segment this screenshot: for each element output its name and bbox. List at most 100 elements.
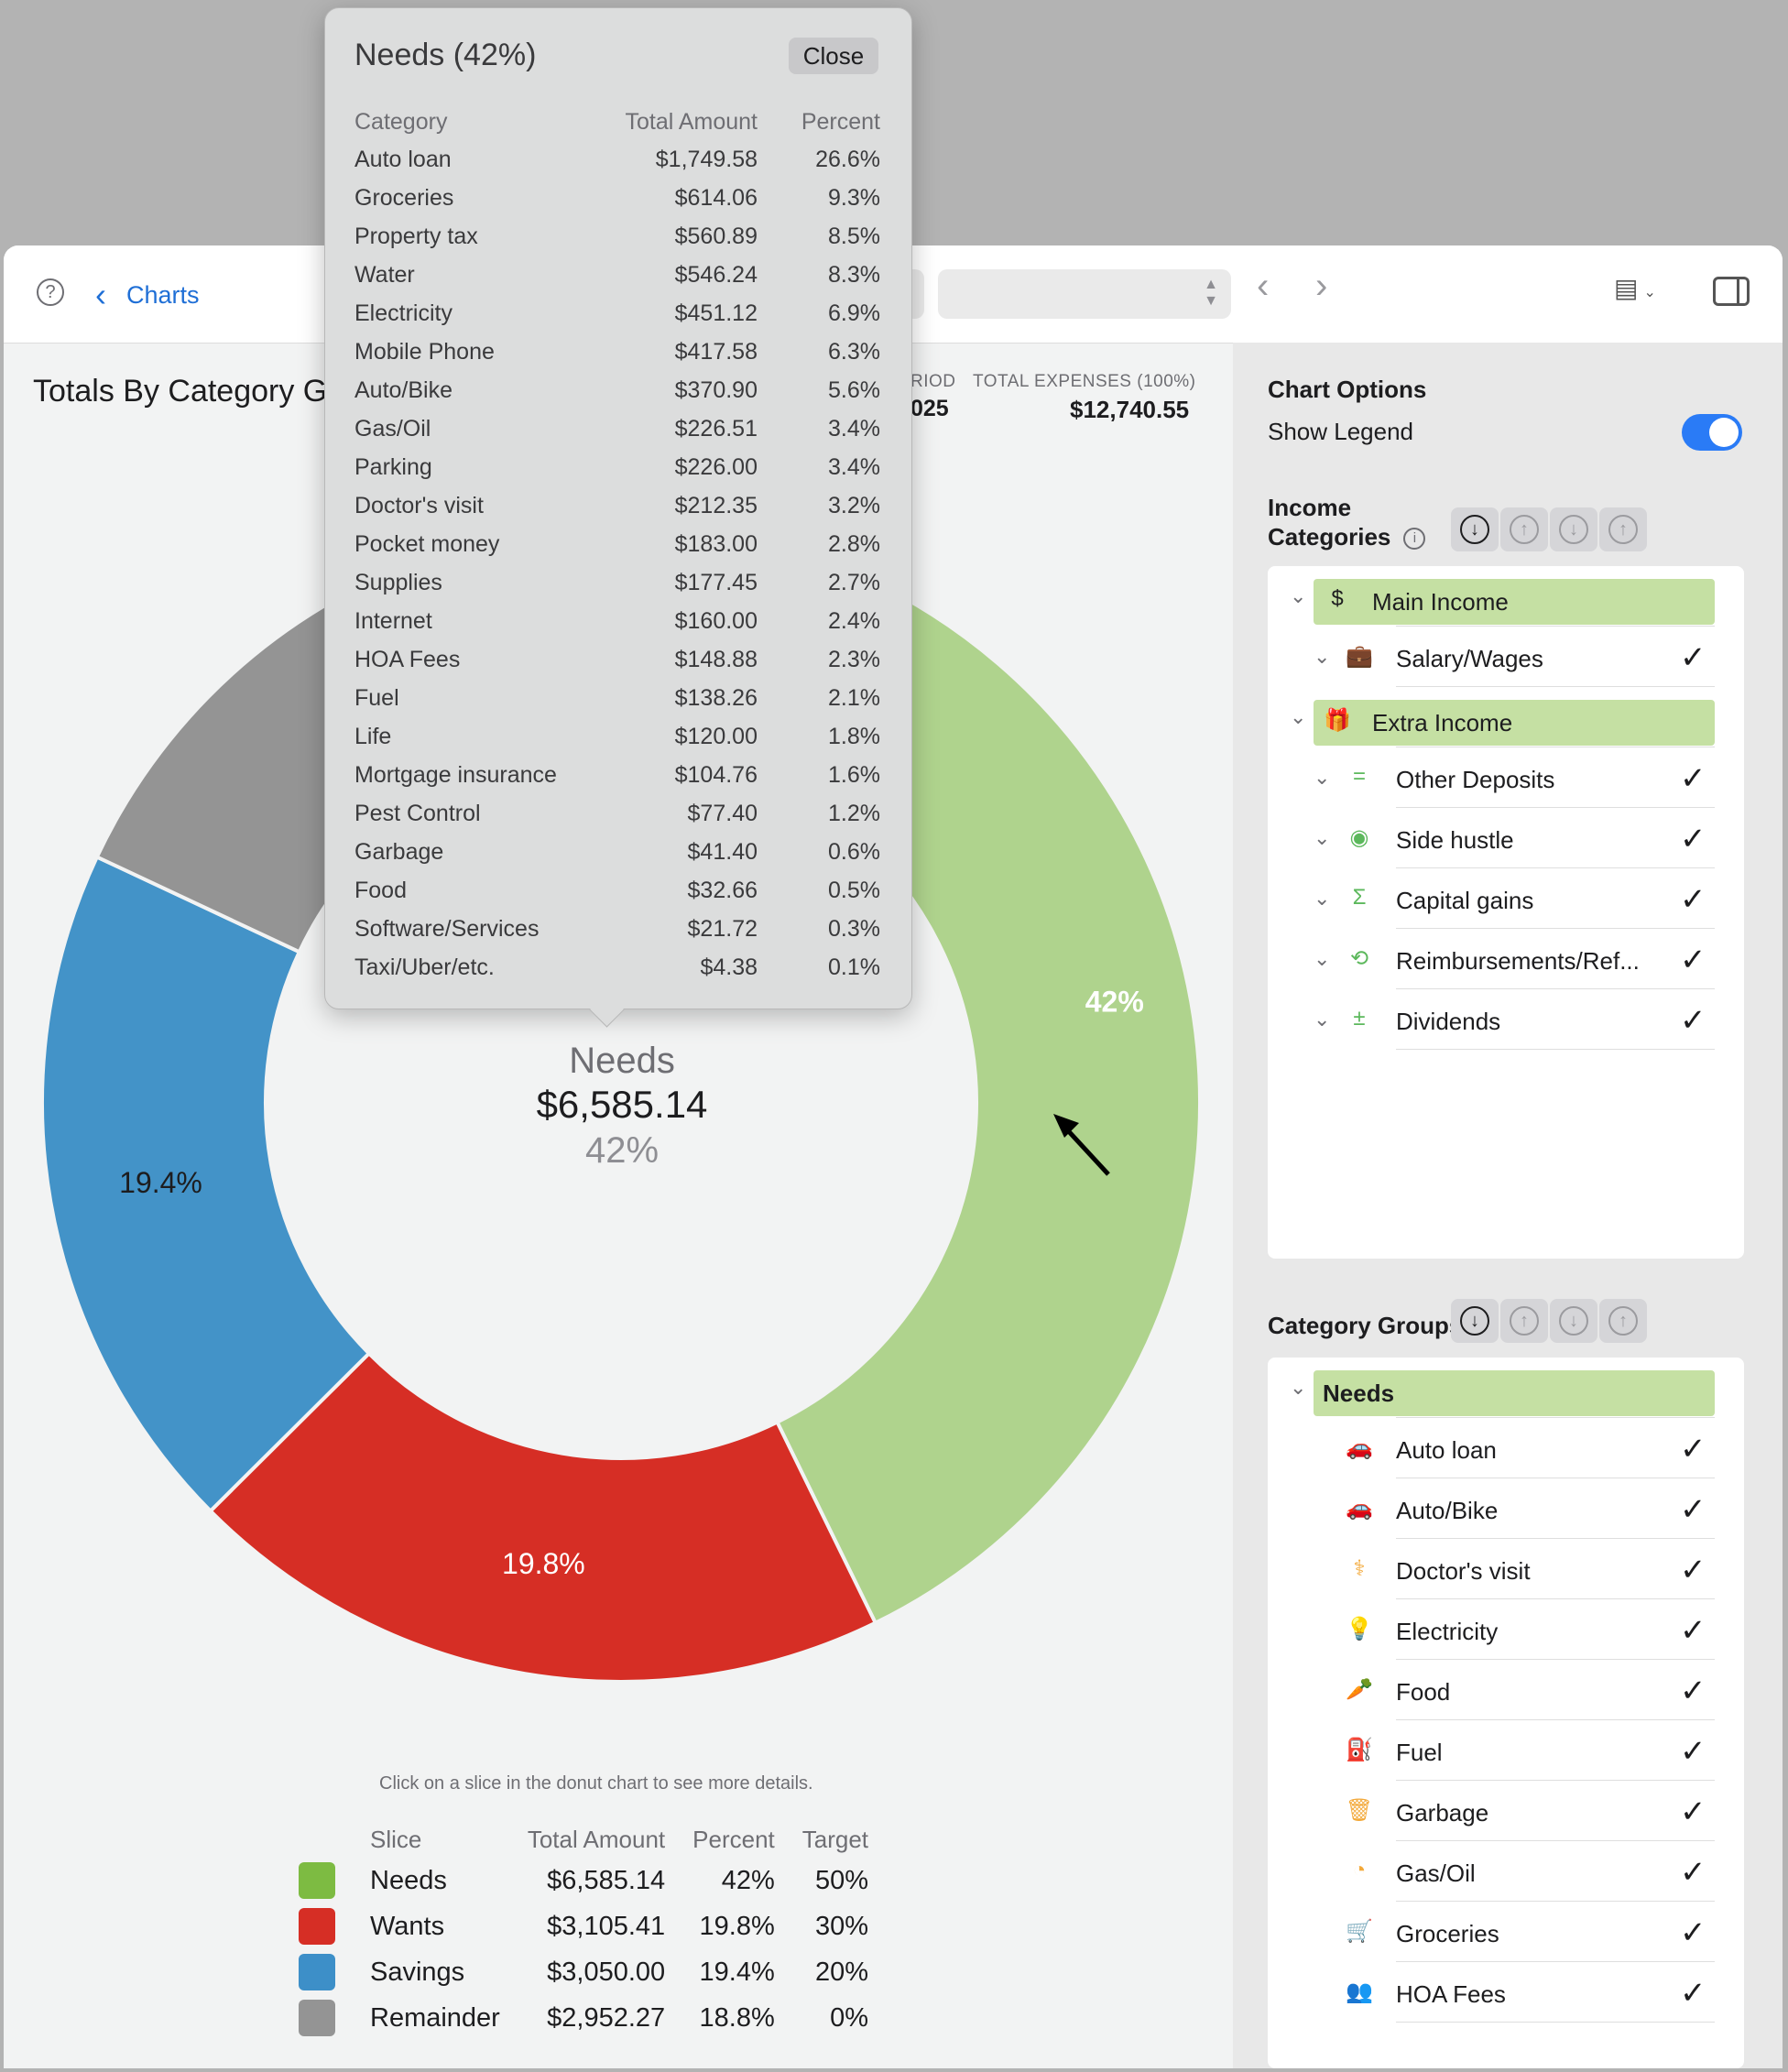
gauge-icon: ◔ [1352,1858,1367,1882]
popover-row: Groceries $614.06 9.3% [354,179,880,217]
updown-chevron-icon: ▲ ▼ [1204,277,1218,309]
popover-cell-amount: $32.66 [687,877,758,903]
checkmark-icon[interactable]: ✓ [1680,640,1706,675]
category-item-row[interactable]: ⚕ Doctor's visit ✓ [1268,1539,1744,1599]
chevron-down-icon[interactable]: ⌄ [1314,645,1331,668]
chevron-down-icon[interactable]: ⌄ [1290,584,1307,607]
category-label: Food [1396,1678,1451,1706]
category-label: Gas/Oil [1396,1859,1476,1887]
category-item-row[interactable]: ⌄ ± Dividends ✓ [1268,989,1744,1050]
popover-cell-percent: 1.8% [828,723,880,749]
sort-top-button[interactable]: ↑ [1599,1299,1647,1343]
chevron-down-icon[interactable]: ⌄ [1314,826,1331,849]
popover-row: HOA Fees $148.88 2.3% [354,640,880,679]
close-button[interactable]: Close [789,38,878,74]
category-item-row[interactable]: ⌄ ◉ Side hustle ✓ [1268,808,1744,868]
sort-bottom-button[interactable]: ↓ [1451,1299,1499,1343]
group-highlight [1314,700,1715,746]
show-legend-toggle[interactable] [1682,414,1742,451]
checkmark-icon[interactable]: ✓ [1680,943,1706,977]
donut-slice-wants[interactable] [207,1350,878,1684]
checkmark-icon[interactable]: ✓ [1680,1003,1706,1038]
category-item-row[interactable]: ◔ Gas/Oil ✓ [1268,1841,1744,1902]
row-separator [1396,1598,1715,1599]
help-icon[interactable]: ? [37,278,64,306]
checkmark-icon[interactable]: ✓ [1680,1794,1706,1829]
sidebar-toggle-icon[interactable] [1713,277,1750,306]
move-up-button[interactable]: ↑ [1500,1299,1548,1343]
legend-row[interactable]: Wants $3,105.41 19.8% 30% [299,1903,868,1949]
popover-cell-amount: $160.00 [674,607,758,634]
refund-icon: ⟲ [1349,946,1369,971]
category-item-row[interactable]: 🛒 Groceries ✓ [1268,1902,1744,1962]
popover-cell-amount: $546.24 [674,261,758,288]
next-arrow-icon[interactable]: › [1315,266,1328,306]
chart-selector[interactable]: ▲ ▼ [938,269,1231,319]
chevron-down-icon[interactable]: ⌄ [1314,887,1331,910]
info-icon[interactable]: i [1403,528,1426,551]
category-item-row[interactable]: 🥕 Food ✓ [1268,1660,1744,1720]
category-item-row[interactable]: 🚗 Auto loan ✓ [1268,1418,1744,1478]
popover-cell-category: Life [354,723,392,749]
legend-swatch [299,2000,335,2036]
category-group-row[interactable]: ⌄ 🎁 Extra Income [1268,687,1744,747]
move-down-button[interactable]: ↓ [1550,1299,1597,1343]
chevron-down-icon[interactable]: ⌄ [1314,947,1331,970]
category-item-row[interactable]: 🚗 Auto/Bike ✓ [1268,1478,1744,1539]
category-item-row[interactable]: ⌄ 💼 Salary/Wages ✓ [1268,627,1744,687]
checkmark-icon[interactable]: ✓ [1680,822,1706,856]
checkmark-icon[interactable]: ✓ [1680,1976,1706,2011]
arrow-down-to-line-icon: ↓ [1460,515,1489,544]
checkmark-icon[interactable]: ✓ [1680,882,1706,917]
previous-arrow-icon[interactable]: ‹ [1257,266,1270,306]
move-up-button[interactable]: ↑ [1500,507,1548,551]
chevron-down-icon[interactable]: ⌄ [1290,705,1307,728]
category-item-row[interactable]: 💡 Electricity ✓ [1268,1599,1744,1660]
category-group-row[interactable]: ⌄ $ Main Income [1268,566,1744,627]
move-down-button[interactable]: ↓ [1550,507,1597,551]
category-item-row[interactable]: 🗑 Garbage ✓ [1268,1781,1744,1841]
checkmark-icon[interactable]: ✓ [1680,1492,1706,1527]
period-value: 025 [910,396,949,421]
legend-row[interactable]: Savings $3,050.00 19.4% 20% [299,1949,868,1995]
chevron-down-icon[interactable]: ⌄ [1314,766,1331,789]
category-item-row[interactable]: ⛽ Fuel ✓ [1268,1720,1744,1781]
chevron-down-icon[interactable]: ⌄ [1314,1008,1331,1031]
popover-cell-amount: $183.00 [674,530,758,557]
category-label: Reimbursements/Ref... [1396,947,1640,975]
report-menu-icon[interactable]: ▤ ⌄ [1614,274,1656,302]
category-item-row[interactable]: 👥 HOA Fees ✓ [1268,1962,1744,2023]
popover-row: Water $546.24 8.3% [354,256,880,294]
groups-sort-controls: ↓ ↑ ↓ ↑ [1451,1299,1647,1343]
category-item-row[interactable]: ⌄ = Other Deposits ✓ [1268,747,1744,808]
popover-row: Mortgage insurance $104.76 1.6% [354,756,880,794]
checkmark-icon[interactable]: ✓ [1680,1613,1706,1648]
checkmark-icon[interactable]: ✓ [1680,1674,1706,1708]
checkmark-icon[interactable]: ✓ [1680,1915,1706,1950]
category-item-row[interactable]: ⌄ Σ Capital gains ✓ [1268,868,1744,929]
donut-slice-needs[interactable] [637,522,1202,1626]
legend-header-percent: Percent [692,1825,775,1853]
legend-row[interactable]: Remainder $2,952.27 18.8% 0% [299,1995,868,2041]
popover-row: Property tax $560.89 8.5% [354,217,880,256]
legend-row[interactable]: Needs $6,585.14 42% 50% [299,1858,868,1903]
legend-name: Remainder [370,2002,500,2033]
checkmark-icon[interactable]: ✓ [1680,1432,1706,1467]
checkmark-icon[interactable]: ✓ [1680,761,1706,796]
donut-slice-savings[interactable] [40,854,372,1514]
popover-cell-percent: 0.6% [828,838,880,865]
popover-cell-amount: $177.45 [674,569,758,595]
popover-row: Internet $160.00 2.4% [354,602,880,640]
checkmark-icon[interactable]: ✓ [1680,1855,1706,1890]
sort-bottom-button[interactable]: ↓ [1451,507,1499,551]
category-item-row[interactable]: ⌄ ⟲ Reimbursements/Ref... ✓ [1268,929,1744,989]
sort-top-button[interactable]: ↑ [1599,507,1647,551]
checkmark-icon[interactable]: ✓ [1680,1553,1706,1587]
popover-cell-category: Doctor's visit [354,492,484,518]
category-group-row[interactable]: ⌄ Needs [1268,1358,1744,1418]
group-highlight [1314,1370,1715,1416]
chevron-down-icon[interactable]: ⌄ [1290,1376,1307,1399]
checkmark-icon[interactable]: ✓ [1680,1734,1706,1769]
row-separator [1396,1719,1715,1720]
back-button[interactable]: ‹ Charts [95,277,200,313]
